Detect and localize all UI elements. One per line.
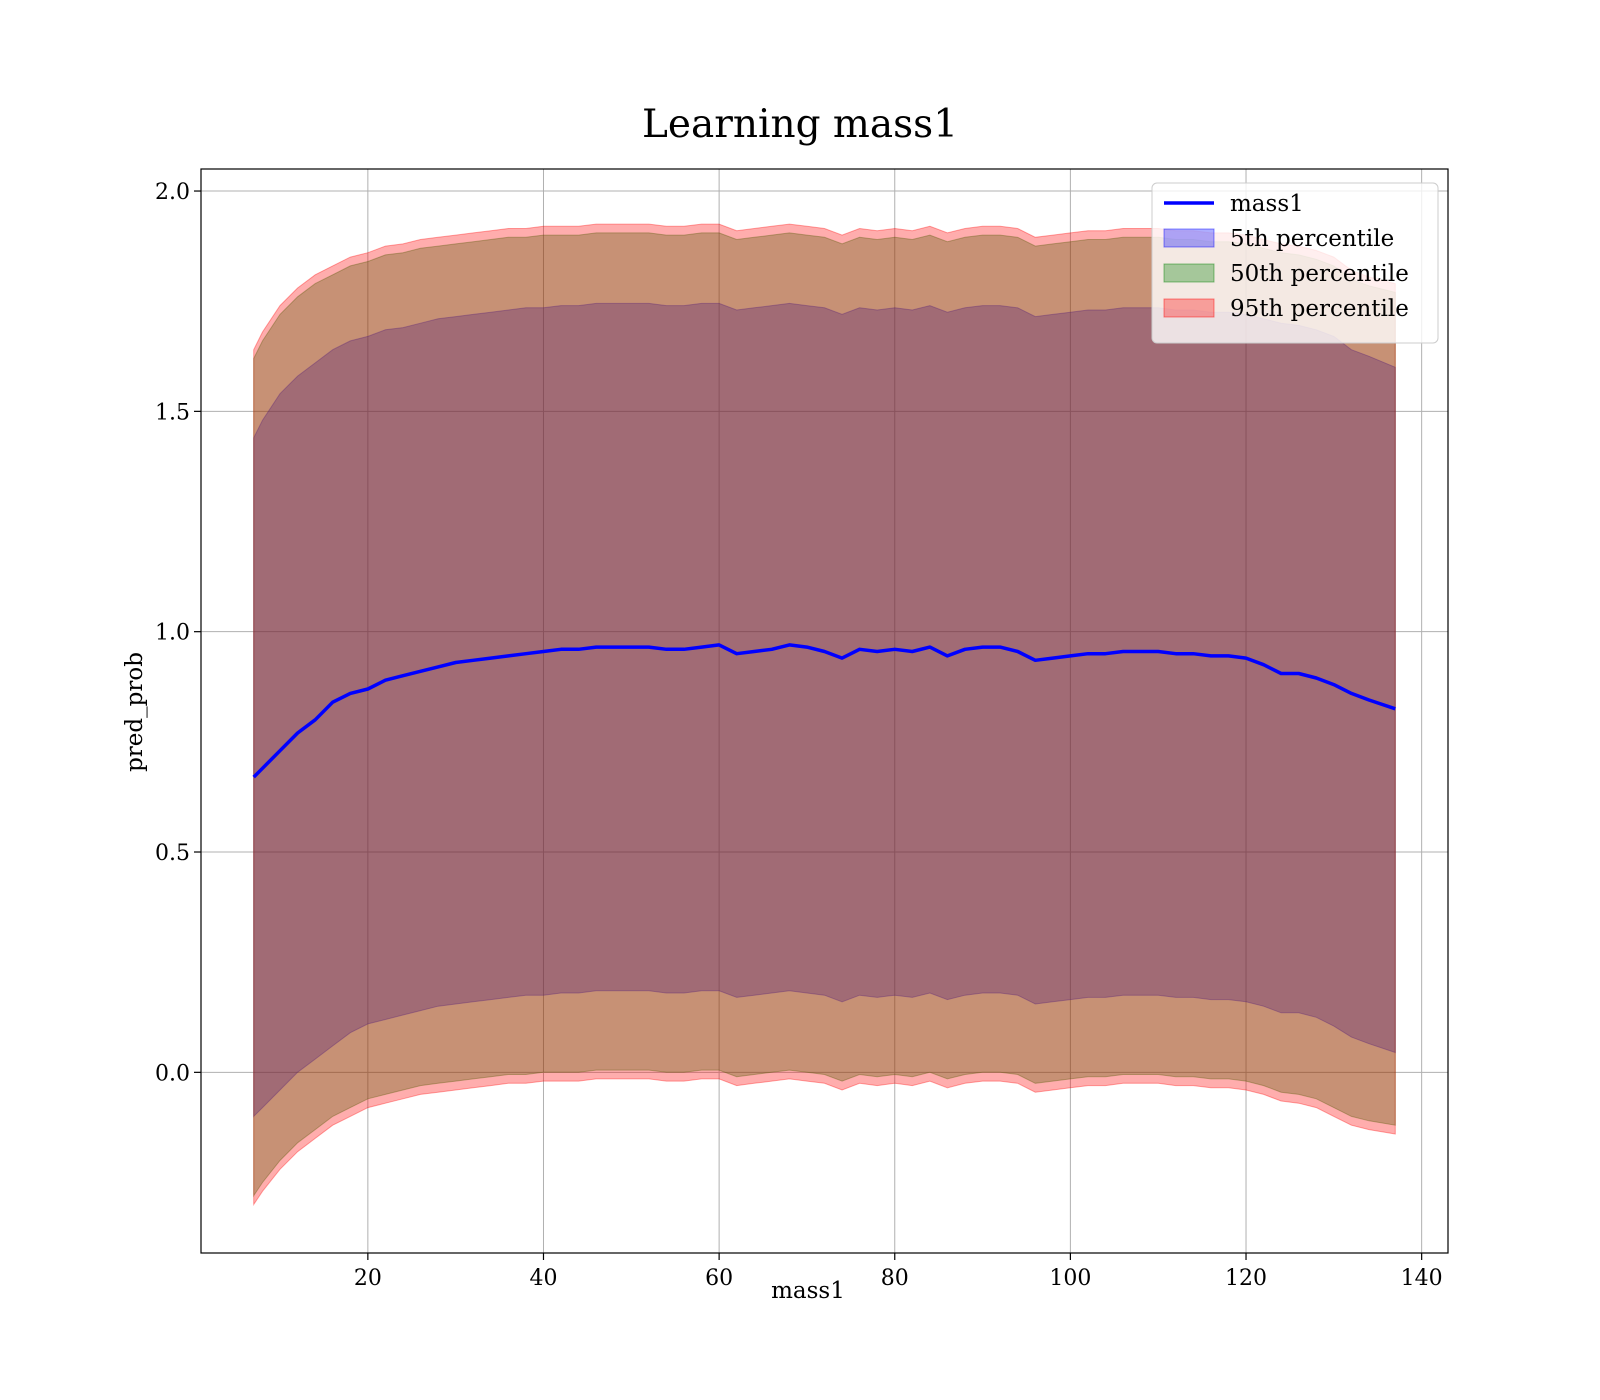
legend-label: 95th percentile <box>1230 296 1409 322</box>
x-tick-label: 20 <box>354 1266 382 1291</box>
legend-box <box>1151 182 1439 344</box>
x-tick-label: 80 <box>881 1266 909 1291</box>
band-95th-percentile <box>253 223 1396 1207</box>
legend-swatch <box>1163 263 1215 283</box>
grid-lines <box>201 169 1448 1253</box>
x-tick-label: 140 <box>1401 1266 1443 1291</box>
series-lines <box>252 643 1396 779</box>
legend-swatch <box>1163 298 1215 318</box>
band-50th-percentile <box>253 232 1396 1198</box>
legend-swatch <box>1163 228 1215 248</box>
x-axis-ticks: 20 40 60 80 100 120 140 <box>354 1253 1443 1291</box>
legend-label: 50th percentile <box>1230 261 1409 287</box>
y-tick-label: 1.0 <box>155 621 190 646</box>
x-tick-label: 100 <box>1049 1266 1091 1291</box>
x-tick-label: 120 <box>1225 1266 1267 1291</box>
percentile-bands <box>253 223 1396 1207</box>
y-tick-label: 1.5 <box>155 400 190 425</box>
legend-label: mass1 <box>1230 191 1304 217</box>
chart-title: Learning mass1 <box>641 102 959 147</box>
band-5th-percentile <box>253 302 1396 1118</box>
x-tick-label: 60 <box>705 1266 733 1291</box>
x-axis-label: mass1 <box>771 1278 845 1304</box>
y-axis-label: pred_prob <box>122 652 148 772</box>
legend-label: 5th percentile <box>1230 226 1394 252</box>
legend: mass1 5th percentile 50th percentile 95th p… <box>1151 182 1439 344</box>
y-tick-label: 0.0 <box>155 1061 190 1086</box>
x-tick-label: 40 <box>529 1266 557 1291</box>
y-tick-label: 2.0 <box>155 180 190 205</box>
y-axis-ticks: 0.0 0.5 1.0 1.5 2.0 <box>155 180 201 1086</box>
y-tick-label: 0.5 <box>155 841 190 866</box>
line-mass1 <box>252 643 1396 779</box>
plot-frame <box>200 168 1449 1254</box>
